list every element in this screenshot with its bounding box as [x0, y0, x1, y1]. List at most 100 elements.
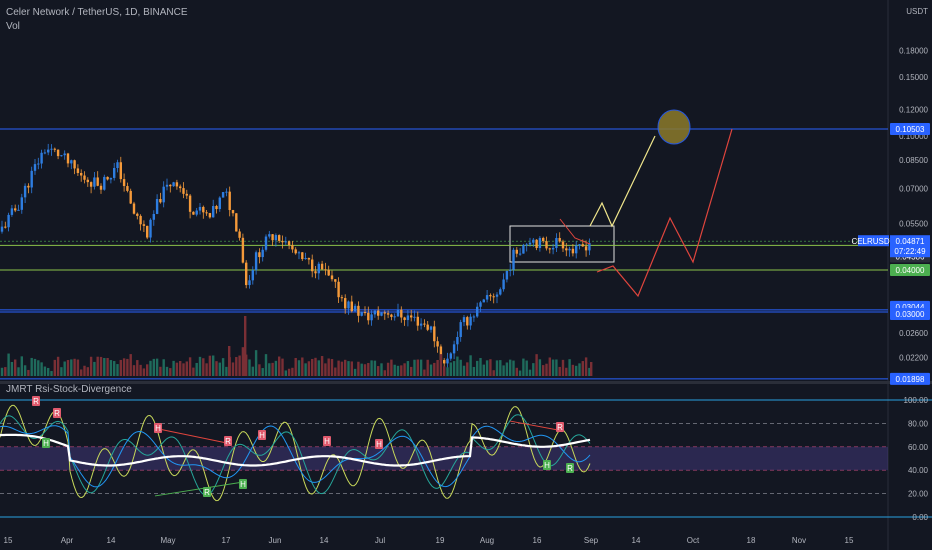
- candle-body: [317, 263, 320, 274]
- candle-body: [575, 245, 578, 254]
- divergence-marker-label: H: [43, 439, 49, 448]
- volume-bar: [538, 359, 542, 376]
- volume-bar: [482, 364, 485, 376]
- target-ellipse: [657, 109, 691, 145]
- volume-bar: [208, 355, 212, 376]
- candle-body: [126, 186, 129, 191]
- volume-bar: [515, 367, 518, 376]
- rsi-smooth-line: [0, 433, 591, 467]
- candle-body: [66, 153, 70, 164]
- chart-title: Celer Network / TetherUS, 1D, BINANCE: [6, 7, 188, 18]
- volume-bar: [152, 358, 155, 376]
- candle-body: [86, 179, 89, 183]
- candle-body: [76, 168, 80, 174]
- candle-body: [350, 301, 353, 312]
- candle-body: [561, 241, 565, 249]
- candle-body: [30, 170, 33, 188]
- candle-body: [482, 299, 485, 303]
- candle-body: [340, 297, 344, 299]
- x-tick-label: 14: [632, 536, 641, 545]
- candle-body: [50, 148, 53, 150]
- level-price-tag: [890, 263, 930, 276]
- volume-bar: [80, 369, 83, 376]
- volume-bar: [492, 370, 495, 376]
- divergence-marker: [543, 460, 551, 470]
- candle-body: [122, 179, 126, 187]
- divergence-marker: [42, 438, 50, 448]
- volume-bar: [159, 366, 162, 376]
- volume-bar: [462, 365, 466, 376]
- countdown-label: 07:22:49: [894, 247, 926, 256]
- volume-bar: [264, 354, 268, 376]
- candle-body: [175, 182, 179, 187]
- price-tick-label: 0.02200: [899, 353, 928, 362]
- volume-bar: [512, 360, 515, 376]
- stoch-line: [0, 404, 591, 502]
- volume-bar: [172, 360, 175, 376]
- candle-body: [479, 302, 482, 307]
- volume-bar: [535, 354, 538, 376]
- indicator-tick-label: 60.00: [908, 443, 929, 452]
- candle-body: [294, 249, 297, 254]
- candle-body: [165, 184, 169, 187]
- candle-body: [495, 294, 499, 297]
- volume-bar: [116, 364, 119, 376]
- candle-body: [63, 153, 66, 156]
- candle-body: [152, 213, 155, 220]
- volume-bar: [357, 361, 360, 376]
- volume-bar: [155, 358, 159, 376]
- volume-bar: [528, 369, 532, 376]
- divergence-marker: [375, 439, 383, 449]
- volume-bar: [370, 360, 373, 376]
- candle-body: [528, 242, 532, 245]
- x-tick-label: 15: [4, 536, 13, 545]
- indicator-tick-label: 80.00: [908, 419, 929, 428]
- volume-bar: [377, 366, 380, 376]
- indicator-title: JMRT Rsi-Stock-Divergence: [6, 384, 132, 395]
- x-tick-label: Jul: [375, 536, 385, 545]
- divergence-marker-label: R: [225, 437, 231, 446]
- candle-body: [505, 270, 509, 280]
- candle-body: [545, 241, 548, 249]
- volume-bar: [215, 361, 218, 376]
- volume-bar: [235, 357, 238, 376]
- candle-body: [291, 245, 294, 250]
- candle-body: [426, 324, 429, 330]
- candle-body: [324, 269, 327, 271]
- volume-bar: [73, 358, 76, 376]
- candle-body: [396, 309, 400, 317]
- x-tick-label: Nov: [792, 536, 806, 545]
- price-tick-label: 0.08500: [899, 156, 928, 165]
- volume-bar: [340, 361, 344, 376]
- candle-body: [314, 271, 317, 274]
- volume-bar: [198, 356, 202, 376]
- candle-body: [489, 295, 492, 297]
- level-price-label: 0.03000: [896, 310, 925, 319]
- candle-body: [205, 212, 208, 214]
- bearish-projection-path: [596, 128, 733, 298]
- price-tick-label: 0.10000: [899, 132, 928, 141]
- volume-bar: [584, 357, 588, 376]
- candle-body: [182, 188, 185, 194]
- volume-bar: [86, 367, 89, 376]
- divergence-marker-label: R: [33, 397, 39, 406]
- volume-label: Vol: [6, 21, 20, 32]
- candle-body: [360, 312, 363, 316]
- rsi-line: [0, 425, 591, 488]
- candle-body: [571, 248, 575, 254]
- volume-bar: [63, 361, 66, 376]
- volume-bar: [175, 362, 179, 376]
- candle-body: [532, 239, 535, 243]
- candle-body: [268, 234, 271, 237]
- volume-bar: [278, 356, 281, 376]
- candle-body: [149, 219, 152, 238]
- candle-body: [393, 316, 396, 318]
- candle-body: [370, 314, 373, 321]
- candle-body: [548, 248, 551, 250]
- volume-bar: [96, 356, 99, 376]
- symbol-tag-label: CELRUSDT: [851, 237, 894, 246]
- candle-body: [509, 269, 512, 271]
- volume-bar: [109, 360, 113, 376]
